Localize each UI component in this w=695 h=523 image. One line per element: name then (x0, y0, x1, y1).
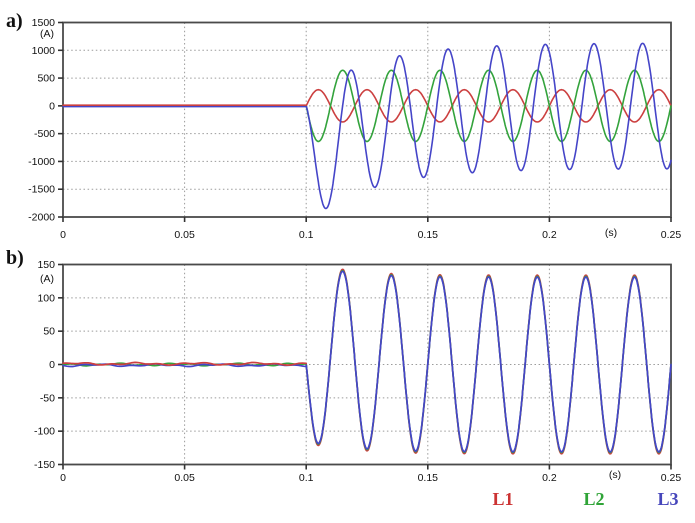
x-tick-label: 0.2 (542, 229, 557, 241)
y-tick-label: 500 (37, 73, 55, 85)
y-tick-label: 1000 (32, 45, 56, 57)
x-tick-label: 0.15 (418, 472, 439, 484)
plot-frame-a (62, 21, 672, 218)
chart-a-unit-label: (A) (40, 28, 54, 40)
chart-b: 150 100 50 0 -50 -100 -150 0 0.05 0.1 0.15 0.2 0.25 (34, 259, 681, 484)
x-tick-label: 0.25 (661, 229, 682, 241)
y-tick-label: -50 (40, 392, 55, 404)
y-tick-label: -100 (34, 426, 55, 438)
x-tick-label: 0.2 (542, 472, 557, 484)
chart-a-time-unit-label: (s) (604, 227, 618, 239)
x-tick-label: 0.1 (299, 229, 314, 241)
series-L1-waveform (62, 361, 308, 366)
panel-a-label: a) (6, 10, 23, 32)
series-L1-waveform (305, 268, 672, 455)
legend-item-l2: L2 (583, 489, 605, 509)
legend-item-l3: L3 (657, 489, 679, 509)
legend: L1 L2 L3 (0, 488, 695, 512)
x-tick-label: 0.05 (174, 229, 195, 241)
series-L3-waveform (305, 270, 672, 453)
x-tick-label: 0 (60, 472, 66, 484)
y-tick-label: 100 (37, 292, 55, 304)
y-tick-label: -2000 (28, 212, 55, 224)
x-tick-label: 0.05 (174, 472, 195, 484)
y-tick-label: 0 (49, 359, 55, 371)
panel-b-label: b) (6, 247, 24, 269)
x-tick-label: 0.15 (418, 229, 439, 241)
y-tick-label: 1500 (32, 17, 56, 29)
y-tick-label: 50 (43, 326, 55, 338)
y-tick-label: 0 (49, 100, 55, 112)
y-tick-label: -150 (34, 459, 55, 471)
chart-b-time-unit-label: (s) (608, 469, 622, 481)
series-L1-waveform (305, 88, 672, 123)
y-tick-label: -1000 (28, 156, 55, 168)
y-tick-label: -1500 (28, 184, 55, 196)
y-tick-label: -500 (34, 128, 55, 140)
series-L3-waveform (305, 42, 672, 210)
x-tick-label: 0.1 (299, 472, 314, 484)
y-tick-label: 150 (37, 259, 55, 271)
x-tick-label: 0 (60, 229, 66, 241)
x-tick-label: 0.25 (661, 472, 682, 484)
chart-b-unit-label: (A) (40, 273, 54, 285)
chart-a: 1500 1000 500 0 -500 -1000 -1500 -2000 0 0.05 0.1 0… (28, 17, 681, 241)
legend-item-l1: L1 (492, 489, 514, 509)
